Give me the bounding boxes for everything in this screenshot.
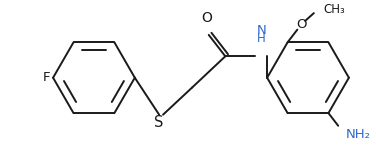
Text: O: O — [202, 11, 212, 25]
Text: NH₂: NH₂ — [346, 128, 371, 141]
Text: N: N — [256, 24, 266, 37]
Text: S: S — [155, 115, 164, 130]
Text: CH₃: CH₃ — [324, 3, 345, 16]
Text: F: F — [42, 71, 50, 84]
Text: O: O — [296, 18, 306, 31]
Text: H: H — [257, 32, 266, 45]
